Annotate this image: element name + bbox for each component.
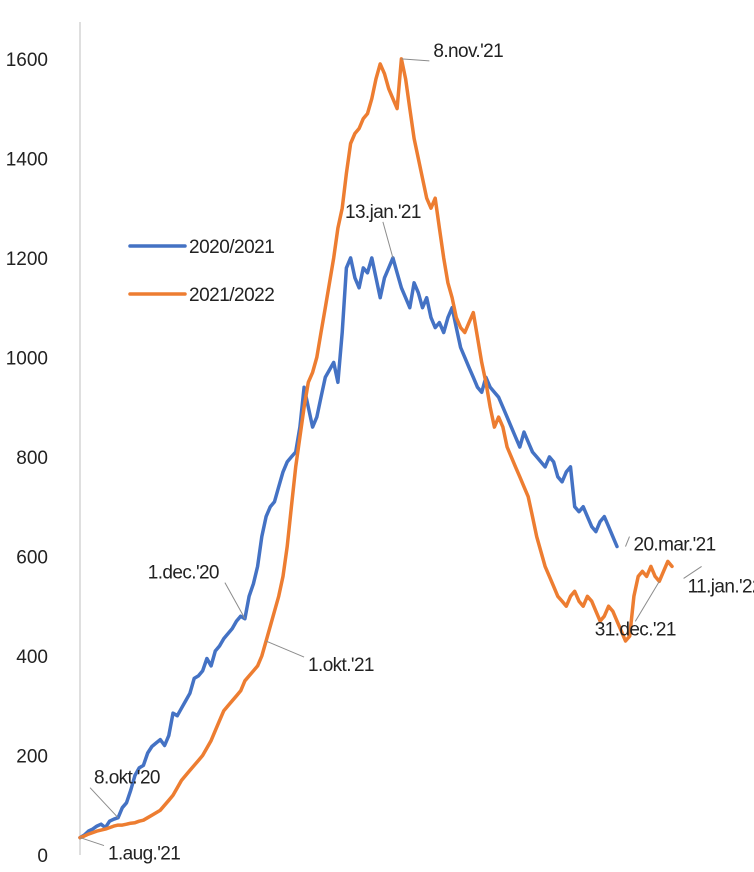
annotation-label: 1.okt.'21 (308, 655, 374, 676)
annotation-label: 8.nov.'21 (433, 41, 503, 62)
annotation-leader (382, 221, 394, 259)
y-tick-label: 1000 (6, 348, 48, 369)
series-layer (78, 57, 674, 840)
annotation-leader (625, 536, 630, 547)
annotation-label: 1.aug.'21 (108, 844, 180, 865)
annotation-label: 1.dec.'20 (148, 563, 219, 584)
annotation-label: 20.mar.'21 (633, 535, 715, 556)
y-tick-label: 1600 (6, 50, 48, 71)
annotation-leader (224, 582, 246, 619)
y-tick-label: 400 (16, 647, 48, 668)
annotation-layer: 8.okt.'20 1.aug.'21 1.dec.'20 1.okt.'21 13.j… (79, 41, 754, 865)
y-tick-label: 600 (16, 547, 48, 568)
annotation-leader (79, 837, 105, 847)
annotation-leader (683, 565, 702, 579)
series-line (78, 256, 619, 840)
annotation-label: 8.okt.'20 (94, 768, 160, 789)
annotation-leader (634, 581, 660, 622)
legend-label: 2021/2022 (189, 285, 274, 306)
annotation-leader (89, 787, 119, 819)
annotation-label: 13.jan.'21 (345, 202, 421, 223)
y-tick-label: 0 (37, 846, 48, 867)
annotation-leader (265, 640, 305, 658)
y-tick-label: 1400 (6, 149, 48, 170)
y-tick-label: 200 (16, 746, 48, 767)
y-tick-label: 1200 (6, 249, 48, 270)
legend: 2020/2021 2021/2022 (128, 237, 275, 306)
series-line (78, 57, 674, 840)
y-tick-label: 800 (16, 448, 48, 469)
annotation-leader (401, 58, 430, 62)
y-axis: 0 200 400 600 800 1000 1200 1400 1600 (6, 22, 81, 867)
annotation-label: 31.dec.'21 (595, 619, 676, 640)
legend-label: 2020/2021 (189, 237, 274, 258)
annotation-label: 11.jan.'22 (688, 576, 754, 597)
